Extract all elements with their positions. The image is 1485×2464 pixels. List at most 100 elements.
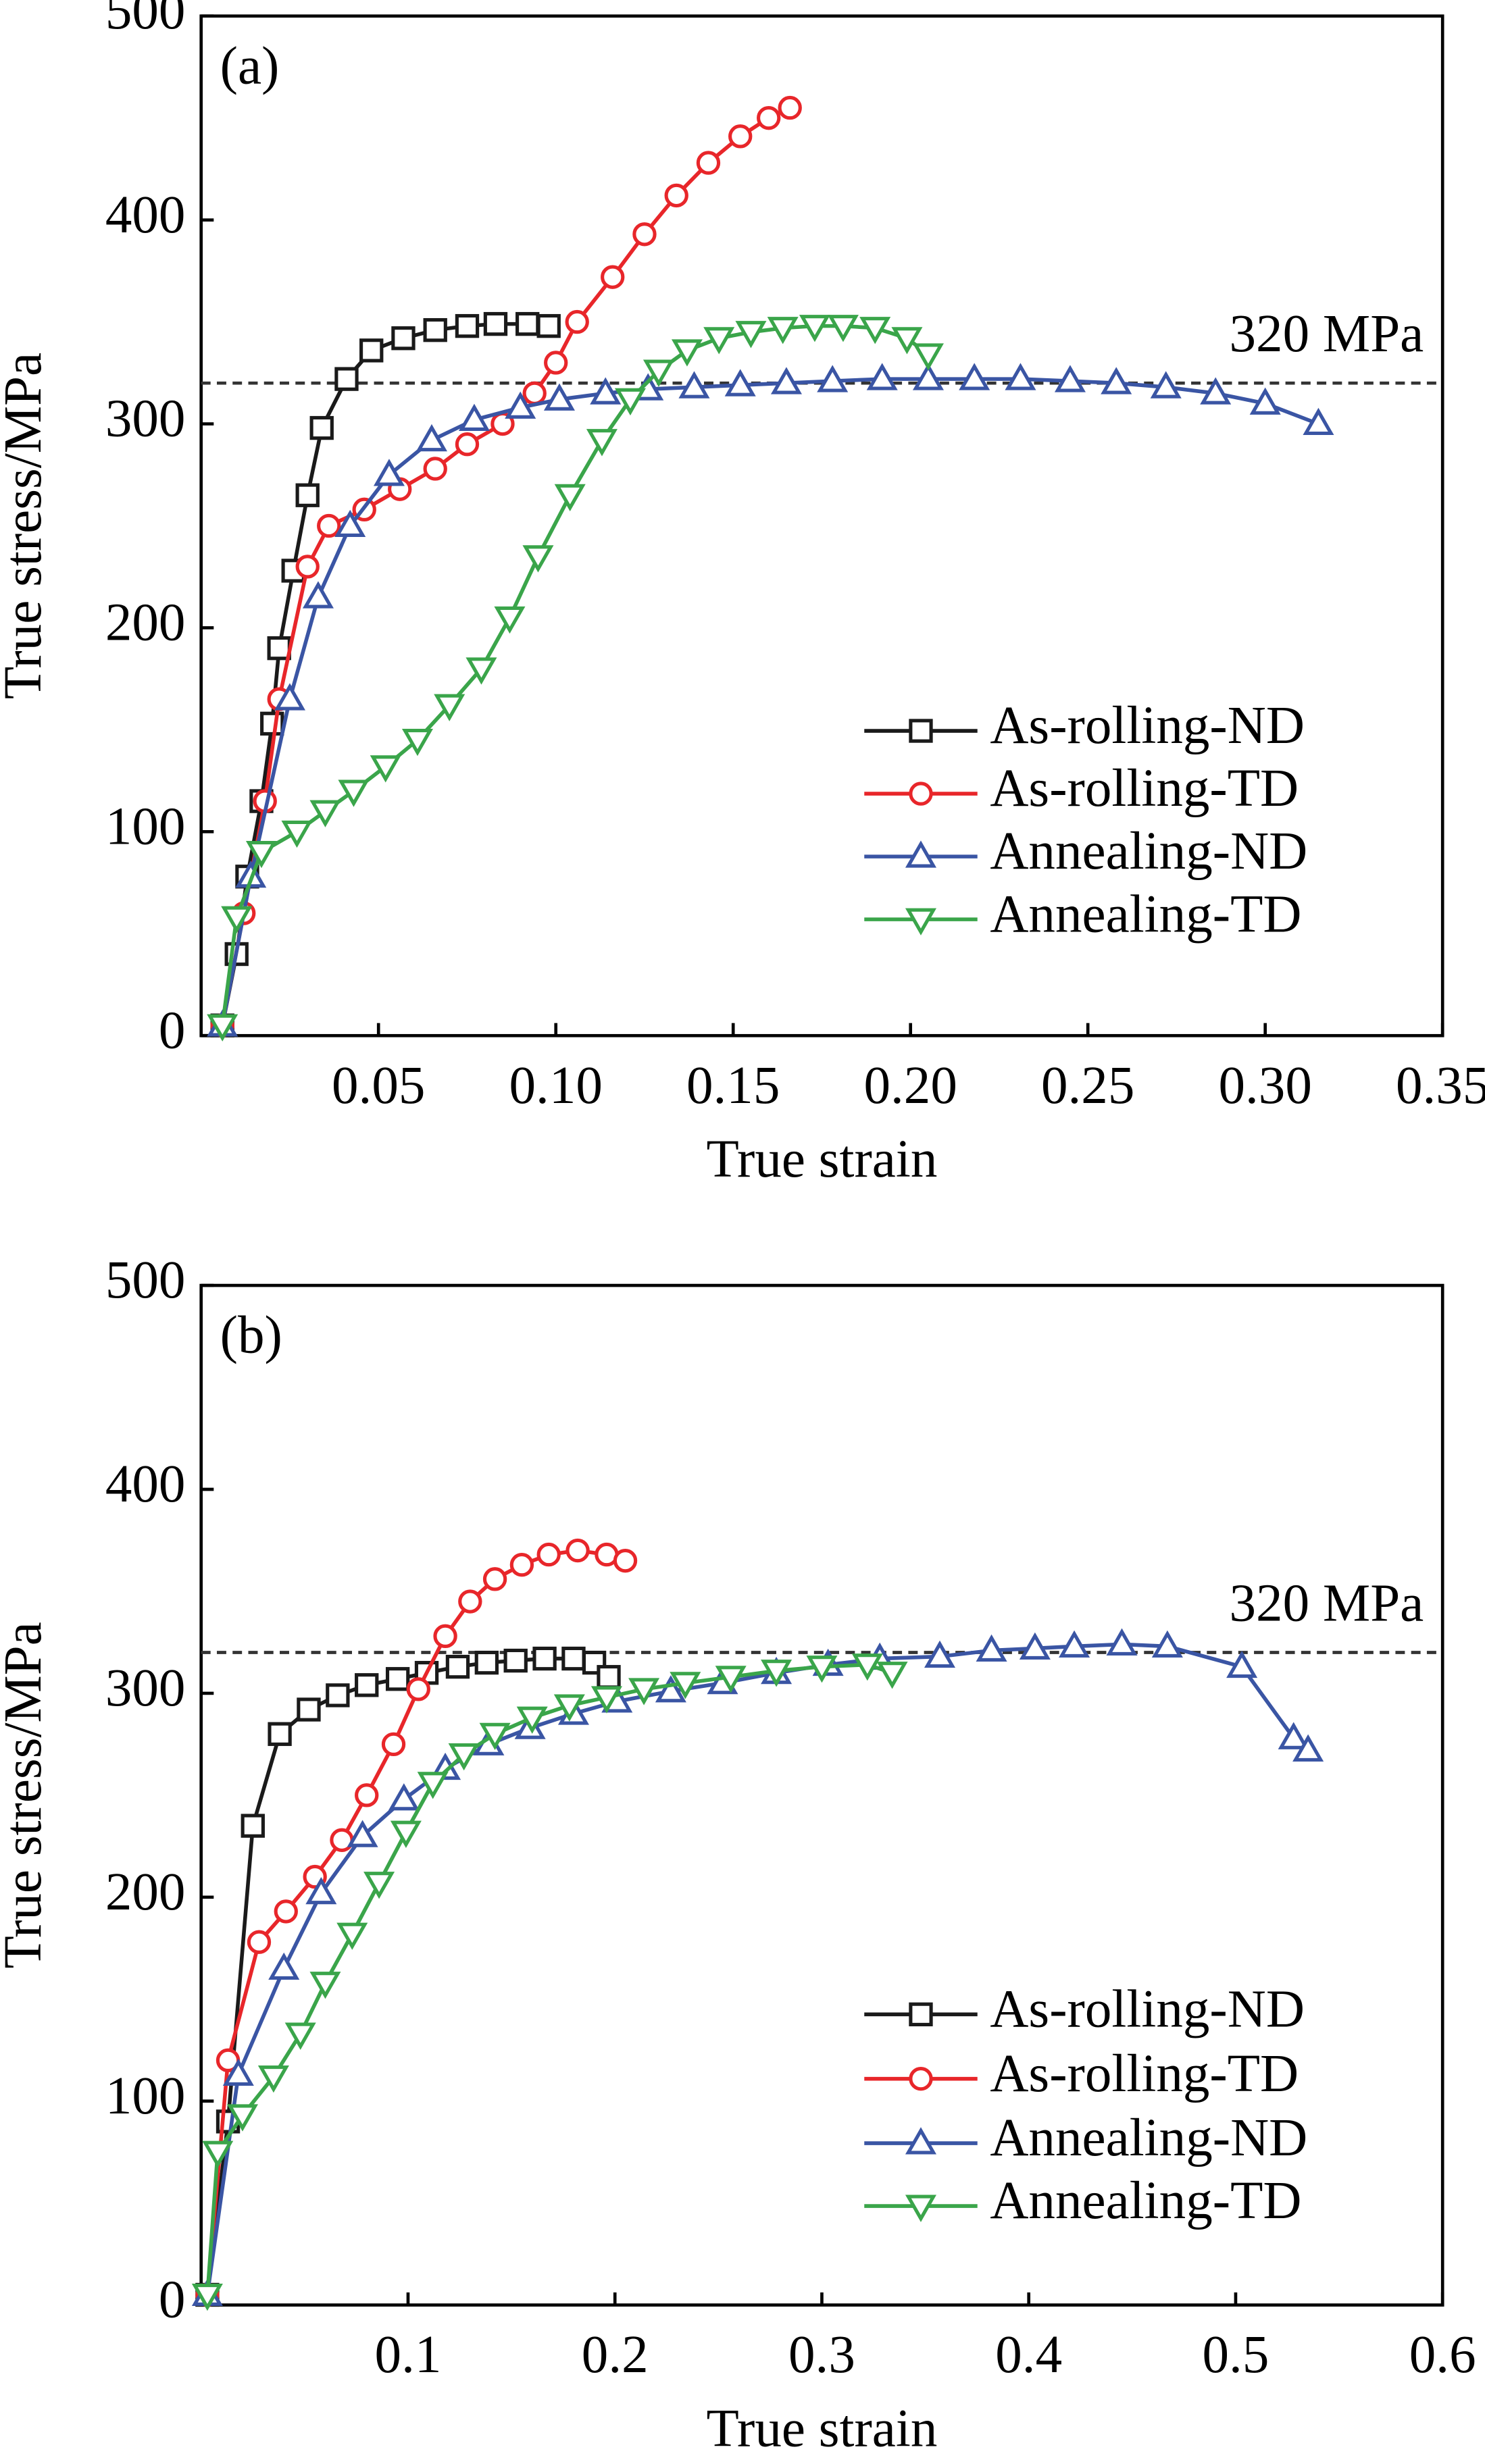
marker — [226, 2104, 258, 2132]
marker — [817, 365, 849, 392]
marker — [202, 2140, 234, 2168]
marker — [302, 581, 334, 609]
marker — [876, 1662, 908, 1689]
y-tick-label: 0 — [159, 1001, 186, 1060]
legend-label: Annealing-TD — [990, 2172, 1301, 2230]
marker — [912, 343, 944, 371]
y-tick-label: 500 — [105, 1251, 186, 1310]
marker — [643, 359, 674, 387]
marker — [247, 1930, 272, 1954]
marker — [1059, 1630, 1090, 1658]
marker — [770, 367, 802, 394]
marker — [655, 1675, 686, 1703]
x-tick-label: 0.35 — [1396, 1056, 1485, 1115]
y-tick-label: 100 — [105, 2067, 186, 2126]
marker — [601, 265, 625, 289]
marker — [670, 1672, 701, 1699]
marker — [678, 371, 710, 399]
marker — [767, 317, 799, 344]
x-tick-label: 0.2 — [582, 2326, 649, 2384]
marker — [1151, 1630, 1183, 1658]
panel-label: (b) — [220, 1306, 282, 1365]
x-tick-label: 0.20 — [864, 1056, 957, 1115]
marker — [274, 1899, 298, 1924]
marker — [305, 1876, 337, 1905]
marker — [1106, 1628, 1138, 1656]
marker — [632, 222, 657, 247]
marker — [245, 841, 277, 869]
marker — [1303, 407, 1334, 436]
marker — [715, 1666, 747, 1693]
marker — [703, 327, 735, 355]
marker — [458, 403, 490, 432]
series-line — [205, 1662, 893, 2295]
marker — [334, 509, 366, 538]
marker — [515, 311, 540, 336]
marker — [806, 1656, 838, 1683]
marker — [1278, 1722, 1309, 1749]
marker — [503, 1648, 528, 1673]
y-tick-label: 400 — [105, 1455, 186, 1514]
marker — [866, 363, 898, 390]
x-tick-label: 0.5 — [1203, 2326, 1269, 2384]
legend-label: As-rolling-ND — [990, 1980, 1305, 2038]
marker — [479, 1722, 511, 1751]
marker — [590, 377, 622, 405]
marker — [1005, 363, 1036, 390]
marker — [728, 124, 753, 149]
marker — [757, 106, 781, 130]
marker — [309, 415, 334, 440]
panel: 0 100 200 300 400 500 0.1 0.2 0.3 0.4 0.5 0.6 True s… — [0, 1251, 1476, 2458]
marker — [309, 1972, 341, 1999]
marker — [433, 1624, 457, 1649]
marker — [385, 1667, 410, 1691]
legend-marker — [905, 2127, 937, 2155]
x-tick-label: 0.25 — [1041, 1056, 1134, 1115]
reference-label: 320 MPa — [1230, 305, 1424, 363]
marker — [406, 1677, 430, 1701]
marker — [553, 1694, 585, 1722]
y-tick-label: 0 — [159, 2271, 186, 2330]
marker — [370, 755, 401, 783]
marker — [455, 313, 480, 338]
marker — [483, 311, 508, 336]
legend-label: As-rolling-ND — [990, 696, 1305, 755]
marker — [891, 327, 923, 355]
marker — [416, 424, 447, 452]
marker — [586, 429, 618, 457]
marker — [284, 2022, 316, 2050]
x-tick-label: 0.05 — [332, 1056, 425, 1115]
marker — [959, 363, 990, 390]
marker — [565, 309, 589, 334]
marker — [536, 313, 561, 338]
x-axis-title: True strain — [706, 2399, 937, 2458]
marker — [1150, 371, 1182, 399]
marker — [1054, 365, 1086, 392]
marker — [309, 800, 341, 827]
marker — [388, 1783, 420, 1811]
marker — [330, 1828, 354, 1852]
marker — [338, 779, 370, 807]
marker — [664, 183, 688, 208]
marker — [355, 1783, 379, 1807]
marker — [565, 1538, 590, 1563]
x-tick-label: 0.1 — [375, 2326, 442, 2384]
marker — [532, 1646, 557, 1671]
marker — [613, 1548, 638, 1573]
marker — [390, 1820, 422, 1848]
marker — [355, 1673, 379, 1697]
marker — [976, 1634, 1007, 1662]
x-tick-label: 0.6 — [1409, 2326, 1476, 2384]
marker — [274, 683, 305, 711]
marker — [334, 367, 359, 391]
marker — [295, 555, 320, 579]
marker — [1019, 1632, 1051, 1660]
marker — [336, 1922, 368, 1950]
marker — [373, 459, 405, 486]
legend-label: Annealing-ND — [990, 2109, 1307, 2167]
marker — [590, 1686, 622, 1714]
marker — [554, 484, 586, 511]
marker — [347, 1820, 378, 1847]
marker — [445, 1654, 470, 1679]
